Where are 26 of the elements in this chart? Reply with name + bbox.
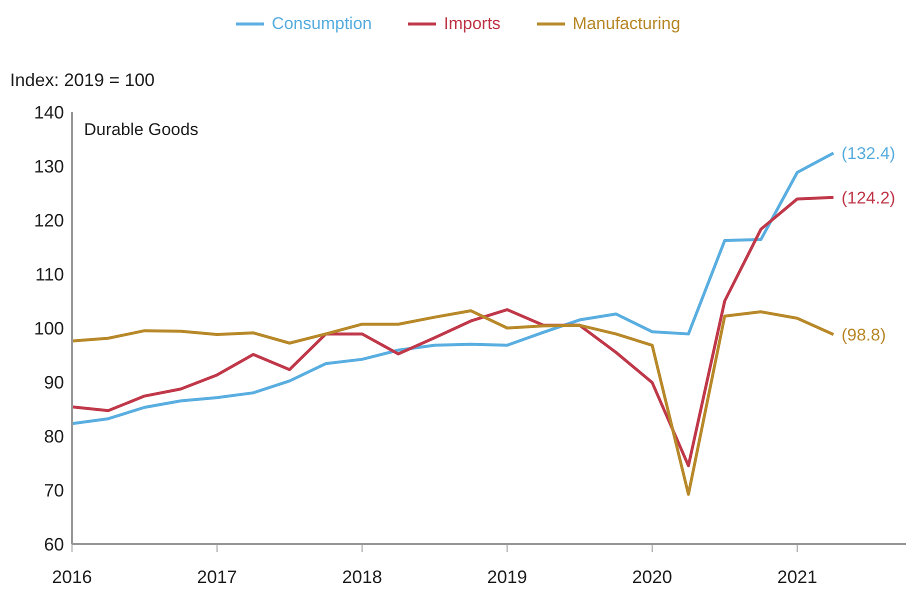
data-label: (132.4) <box>841 144 896 164</box>
y-tick-label: 100 <box>34 318 64 338</box>
y-tick-label: 90 <box>44 372 64 392</box>
line-series <box>72 309 835 496</box>
y-axis-title: Index: 2019 = 100 <box>10 70 155 91</box>
x-tick-label: 2020 <box>632 566 672 587</box>
y-tick-label: 120 <box>34 210 64 230</box>
text: Durable Goods <box>84 120 198 140</box>
x-tick-label: 2018 <box>342 566 382 587</box>
y-tick-label: 80 <box>44 426 64 446</box>
legend-label: Consumption <box>272 14 372 34</box>
data-label: (98.8) <box>841 325 886 344</box>
x-tick-label: 2021 <box>777 566 818 587</box>
legend-label: Imports <box>444 14 501 34</box>
x-tick-label: 2017 <box>197 566 238 587</box>
y-tick-label: 140 <box>34 102 64 122</box>
y-tick-label: 130 <box>34 156 64 176</box>
y-tick-label: 60 <box>44 534 64 554</box>
data-label: (124.2) <box>841 188 896 208</box>
line-series <box>72 196 835 468</box>
y-tick-label: 110 <box>35 264 64 284</box>
line-series <box>72 152 835 426</box>
legend-label: Manufacturing <box>572 14 680 34</box>
y-tick-label: 70 <box>44 480 64 500</box>
x-tick-label: 2016 <box>52 566 92 587</box>
x-tick-label: 2019 <box>487 566 528 587</box>
